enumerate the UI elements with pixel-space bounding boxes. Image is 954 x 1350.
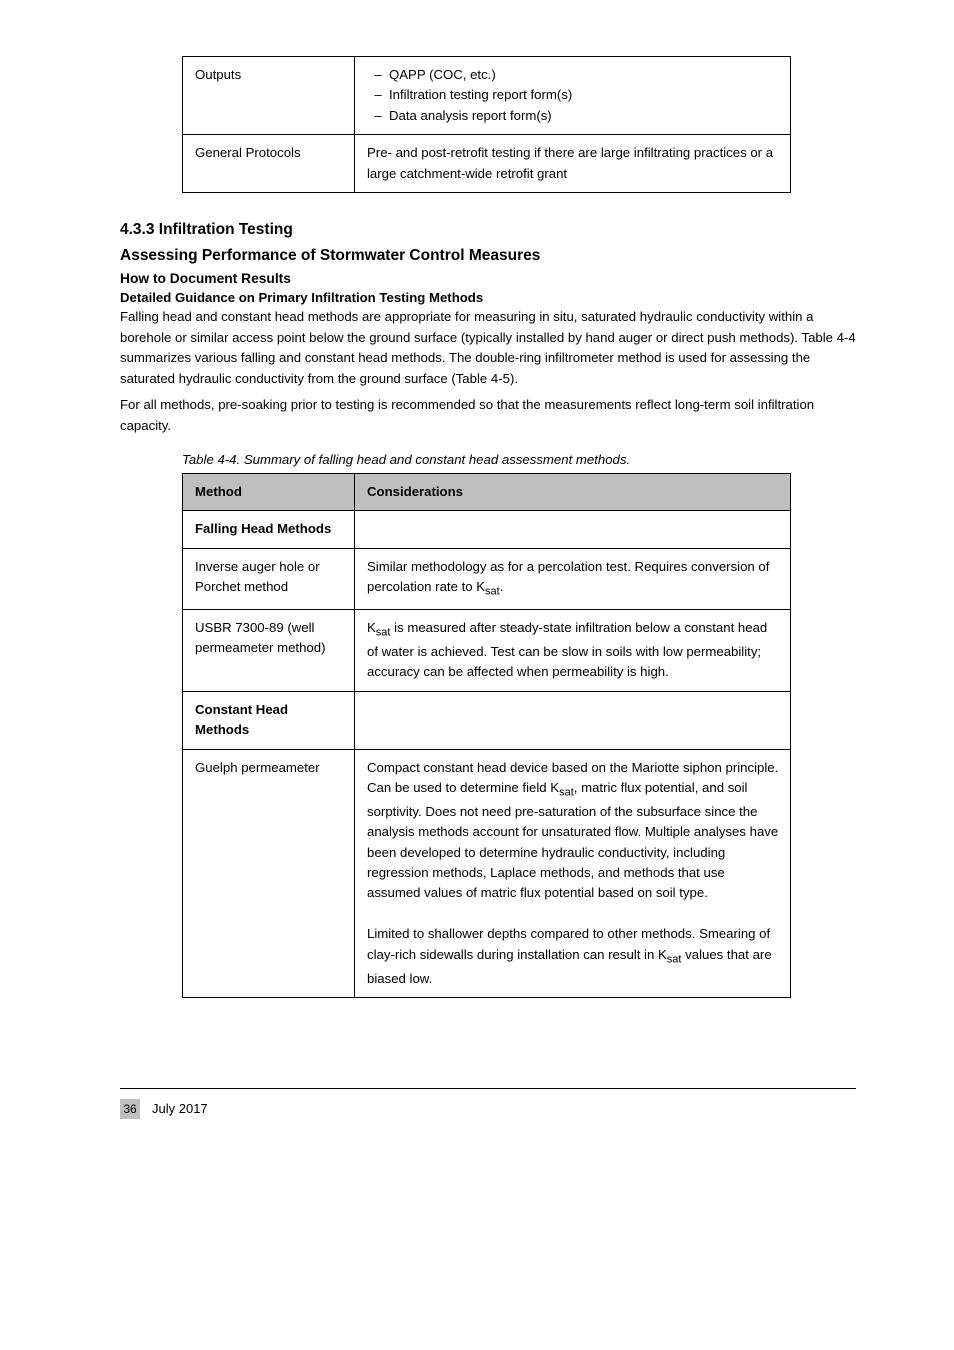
section-heading: Assessing Performance of Stormwater Cont…	[120, 247, 856, 265]
table-cell-considerations	[355, 511, 791, 548]
summary-table-outputs: Outputs–QAPP (COC, etc.)–Infiltration te…	[182, 56, 791, 193]
section-number-title: 4.3.3 Infiltration Testing	[120, 221, 856, 239]
section-subheading-2: Detailed Guidance on Primary Infiltratio…	[120, 290, 856, 305]
table-row-value: –QAPP (COC, etc.)–Infiltration testing r…	[355, 57, 791, 135]
methods-table: Method Considerations Falling Head Metho…	[182, 473, 791, 998]
section-subheading-1: How to Document Results	[120, 271, 856, 286]
table-cell-considerations: Compact constant head device based on th…	[355, 749, 791, 997]
table-cell-method: USBR 7300-89 (well permeameter method)	[183, 610, 355, 692]
table-cell-method: Constant Head Methods	[183, 691, 355, 749]
table-cell-considerations: Ksat is measured after steady-state infi…	[355, 610, 791, 692]
table-cell-method: Guelph permeameter	[183, 749, 355, 997]
table-header-method: Method	[183, 473, 355, 510]
footer-text: July 2017	[152, 1101, 208, 1116]
table-row-value: Pre- and post-retrofit testing if there …	[355, 135, 791, 193]
table-cell-considerations	[355, 691, 791, 749]
page-number: 36	[120, 1099, 140, 1119]
table-cell-method: Inverse auger hole or Porchet method	[183, 548, 355, 609]
page-footer: 36 July 2017	[120, 1088, 856, 1119]
table-row-label: General Protocols	[183, 135, 355, 193]
body-paragraph: Falling head and constant head methods a…	[120, 307, 856, 389]
table-header-considerations: Considerations	[355, 473, 791, 510]
table-caption: Table 4-4. Summary of falling head and c…	[182, 452, 856, 467]
body-paragraph: For all methods, pre-soaking prior to te…	[120, 395, 856, 436]
table-row-label: Outputs	[183, 57, 355, 135]
table-cell-method: Falling Head Methods	[183, 511, 355, 548]
table-cell-considerations: Similar methodology as for a percolation…	[355, 548, 791, 609]
